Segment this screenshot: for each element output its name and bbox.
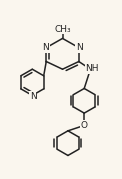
Text: NH: NH bbox=[85, 64, 99, 73]
Text: O: O bbox=[81, 121, 88, 130]
Text: N: N bbox=[30, 92, 36, 101]
Text: CH₃: CH₃ bbox=[54, 25, 71, 34]
Text: N: N bbox=[76, 43, 83, 52]
Text: N: N bbox=[42, 43, 49, 52]
